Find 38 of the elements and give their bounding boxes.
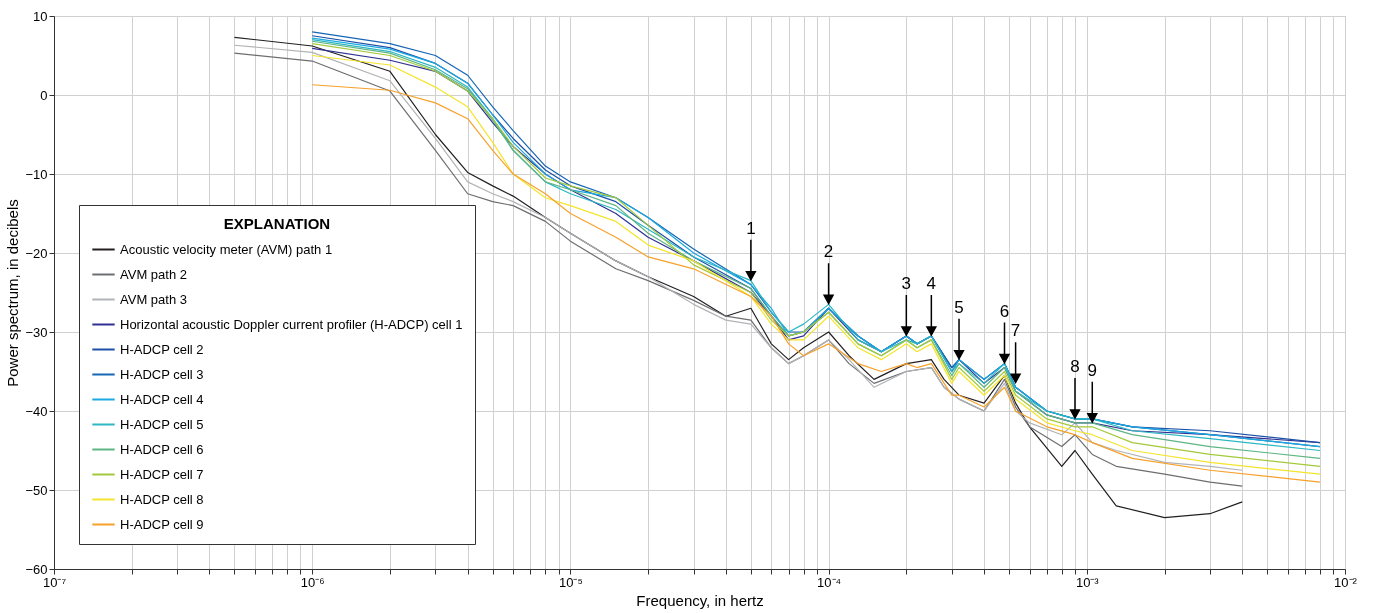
annotation: 9 xyxy=(1087,360,1098,380)
legend-title: EXPLANATION xyxy=(223,215,331,232)
legend-label: H-ADCP cell 3 xyxy=(120,366,204,382)
y-tick-label: −10 xyxy=(25,166,48,182)
x-tick-label: 10⁻⁷ xyxy=(42,574,67,590)
y-axis-title: Power spectrum, in decibels xyxy=(4,199,22,387)
y-tick-label: −40 xyxy=(25,403,48,419)
annotation: 5 xyxy=(954,297,964,317)
legend-label: H-ADCP cell 9 xyxy=(120,516,204,532)
legend-label: H-ADCP cell 5 xyxy=(120,416,204,432)
legend-label: Acoustic velocity meter (AVM) path 1 xyxy=(120,241,333,257)
y-tick-label: −60 xyxy=(25,561,48,577)
annotation: 7 xyxy=(1010,321,1021,341)
y-tick-label: 10 xyxy=(33,8,48,24)
x-tick-label: 10⁻³ xyxy=(1075,574,1100,590)
x-tick-label: 10⁻⁵ xyxy=(558,574,583,590)
legend-label: AVM path 2 xyxy=(120,266,187,282)
legend-label: H-ADCP cell 2 xyxy=(120,341,204,357)
annotation: 2 xyxy=(823,242,834,262)
annotation: 4 xyxy=(926,273,937,293)
x-tick-label: 10⁻⁴ xyxy=(817,574,842,590)
legend-label: H-ADCP cell 4 xyxy=(120,391,204,407)
y-tick-label: −30 xyxy=(25,324,48,340)
legend-label: H-ADCP cell 8 xyxy=(120,491,204,507)
y-tick-label: 0 xyxy=(40,87,48,103)
legend-label: H-ADCP cell 6 xyxy=(120,441,204,457)
annotation: 1 xyxy=(746,218,756,238)
annotation: 3 xyxy=(901,273,912,293)
x-axis-title: Frequency, in hertz xyxy=(636,591,764,609)
annotation: 6 xyxy=(999,301,1010,321)
legend-label: AVM path 3 xyxy=(120,291,187,307)
x-tick-label: 10⁻² xyxy=(1334,574,1358,590)
legend-label: Horizontal acoustic Doppler current profiler (H-ADCP) cell 1 xyxy=(120,316,463,332)
y-tick-label: −20 xyxy=(25,245,48,261)
x-tick-label: 10⁻⁶ xyxy=(300,574,325,590)
legend-label: H-ADCP cell 7 xyxy=(120,466,204,482)
y-tick-label: −50 xyxy=(25,482,48,498)
annotation: 8 xyxy=(1070,356,1080,376)
